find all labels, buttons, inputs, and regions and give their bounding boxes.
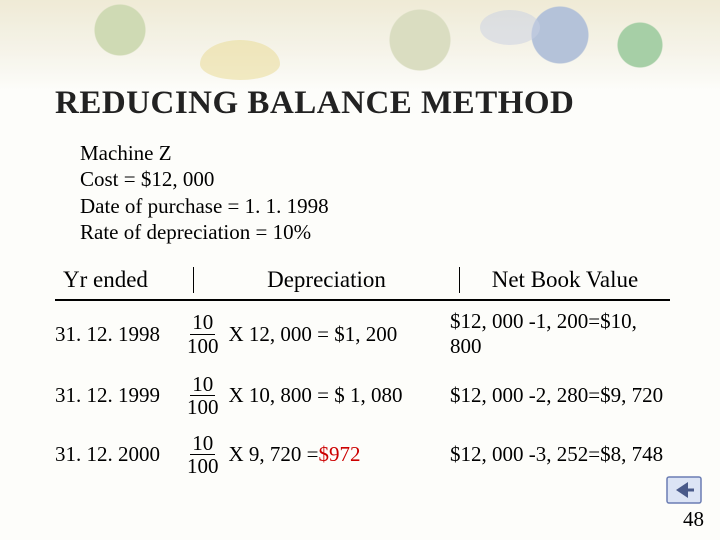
cell-year: 31. 12. 1998 [55,322,185,347]
fraction: 10 100 [185,432,221,477]
info-rate: Rate of depreciation = 10% [80,219,670,245]
cell-nbv: $12, 000 -1, 200=$10, 800 [450,309,670,359]
info-cost: Cost = $12, 000 [80,166,670,192]
fraction-denominator: 100 [185,335,221,357]
cell-nbv: $12, 000 -3, 252=$8, 748 [450,442,670,467]
calc-text: X 9, 720 = [229,442,319,467]
fraction-numerator: 10 [190,432,215,455]
slide-number: 48 [683,507,704,532]
slide-title: REDUCING BALANCE METHOD [55,85,670,122]
info-machine: Machine Z [80,140,670,166]
header-year: Yr ended [55,267,194,293]
table-row: 31. 12. 2000 10 100 X 9, 720 = $972 $12,… [55,432,670,477]
machine-info: Machine Z Cost = $12, 000 Date of purcha… [80,140,670,245]
back-arrow-icon[interactable] [666,476,702,504]
cell-depreciation: 10 100 X 9, 720 = $972 [185,432,450,477]
table-row: 31. 12. 1998 10 100 X 12, 000 = $1, 200 … [55,309,670,359]
info-date: Date of purchase = 1. 1. 1998 [80,193,670,219]
depreciation-table: Yr ended Depreciation Net Book Value 31.… [55,267,670,477]
cell-nbv: $12, 000 -2, 280=$9, 720 [450,383,670,408]
fraction-numerator: 10 [190,311,215,334]
fraction: 10 100 [185,311,221,356]
calc-text: X 10, 800 = $ 1, 080 [229,383,403,408]
table-row: 31. 12. 1999 10 100 X 10, 800 = $ 1, 080… [55,373,670,418]
table-rule [55,299,670,301]
slide-content: REDUCING BALANCE METHOD Machine Z Cost =… [0,0,720,477]
fraction-denominator: 100 [185,396,221,418]
cell-year: 31. 12. 2000 [55,442,185,467]
cell-depreciation: 10 100 X 10, 800 = $ 1, 080 [185,373,450,418]
header-depreciation: Depreciation [194,267,460,293]
cell-depreciation: 10 100 X 12, 000 = $1, 200 [185,311,450,356]
calc-text: X 12, 000 = $1, 200 [229,322,398,347]
header-nbv: Net Book Value [460,267,670,293]
calc-result-red: $972 [319,442,361,467]
fraction-numerator: 10 [190,373,215,396]
fraction: 10 100 [185,373,221,418]
fraction-denominator: 100 [185,455,221,477]
cell-year: 31. 12. 1999 [55,383,185,408]
table-header-row: Yr ended Depreciation Net Book Value [55,267,670,293]
